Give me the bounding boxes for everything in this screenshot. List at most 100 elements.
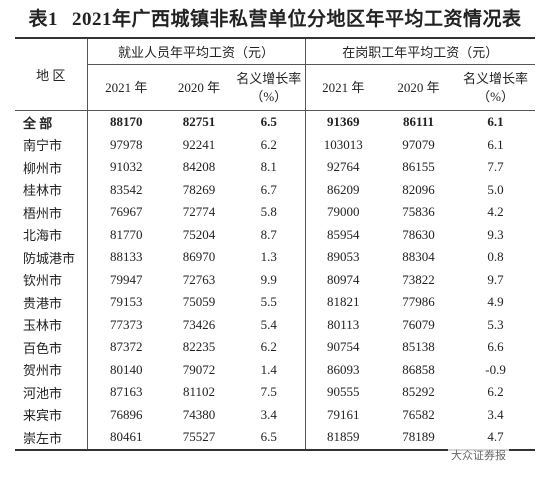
value-cell: 84208 [182,159,216,175]
header-line: （%） [477,88,514,104]
value-cell: 81821 [304,291,382,314]
value-cell: 78189 [402,429,435,445]
value-cell: 91032 [86,156,165,179]
table-row: 来宾市 76896 74380 3.4 79161 76582 3.4 [15,403,535,426]
value-cell: 3.4 [260,406,277,422]
value-cell: 86858 [402,361,435,377]
value-cell: 97079 [402,136,435,152]
table-row: 南宁市 97978 92241 6.2 103013 97079 6.1 [15,133,535,156]
region-cell: 防城港市 [23,250,76,266]
region-cell: 来宾市 [23,408,63,424]
value-cell: 87163 [86,381,165,404]
table-row: 河池市 87163 81102 7.5 90555 85292 6.2 [15,381,535,404]
value-cell: 86111 [402,114,435,130]
value-cell: 78630 [402,226,435,242]
value-cell: 76582 [402,406,435,422]
value-cell: -0.9 [485,361,506,377]
value-cell: 88170 [86,110,165,134]
table-row: 柳州市 91032 84208 8.1 92764 86155 7.7 [15,156,535,179]
value-cell: 76896 [86,403,165,426]
value-cell: 80113 [304,313,382,336]
value-cell: 92241 [182,136,216,152]
table-row: 钦州市 79947 72763 9.9 80974 73822 9.7 [15,268,535,291]
table-title: 2021年广西城镇非私营单位分地区年平均工资情况表 [72,9,522,30]
value-cell: 1.3 [260,249,277,265]
header-line: （%） [250,88,288,104]
value-cell: 5.3 [487,316,504,332]
table-row: 贵港市 79153 75059 5.5 81821 77986 4.9 [15,291,535,314]
value-cell: 4.9 [487,294,504,310]
region-cell: 河池市 [23,385,63,401]
value-cell: 81859 [304,426,382,450]
table-row: 玉林市 77373 73426 5.4 80113 76079 5.3 [15,313,535,336]
value-cell: 76079 [402,316,435,332]
region-cell: 玉林市 [23,318,63,334]
value-cell: 80461 [86,426,165,450]
table-row: 桂林市 83542 78269 6.7 86209 82096 5.0 [15,178,535,201]
value-cell: 83542 [86,178,165,201]
value-cell: 85292 [402,384,435,400]
header-row: 2021 年 2020 年 名义增长率 （%） 2021 年 2020 年 名义增… [15,64,536,111]
region-cell: 贺州市 [23,363,63,379]
value-cell: 0.8 [487,249,504,265]
value-cell: 75836 [402,204,435,220]
value-cell: 6.6 [487,339,504,355]
value-cell: 88133 [86,246,165,269]
header-line: 名义增长率 [463,70,529,86]
value-cell: 79072 [182,361,216,377]
value-cell: 72763 [182,271,216,287]
value-cell: 91369 [304,110,382,134]
region-cell: 梧州市 [23,205,63,221]
value-cell: 74380 [182,406,216,422]
value-cell: 72774 [182,204,216,220]
watermark: 大众证券报 [448,446,509,464]
value-cell: 9.7 [487,271,504,287]
table-row: 百色市 87372 82235 6.2 90754 85138 6.6 [15,336,535,359]
value-cell: 5.8 [260,204,277,220]
value-cell: 75059 [182,294,216,310]
value-cell: 6.7 [260,181,277,197]
value-cell: 5.0 [487,181,504,197]
table-label: 表1 [28,9,58,30]
table-row: 崇左市 80461 75527 6.5 81859 78189 4.7 [15,426,535,450]
value-cell: 5.4 [260,316,277,332]
value-cell: 8.7 [260,226,277,242]
value-cell: 6.1 [487,114,504,130]
value-cell: 5.5 [260,294,277,310]
value-cell: 78269 [182,181,216,197]
value-cell: 6.2 [487,384,504,400]
value-cell: 77373 [86,313,165,336]
value-cell: 90754 [304,336,382,359]
value-cell: 79153 [86,291,165,314]
region-cell: 贵港市 [23,295,63,311]
value-cell: 79947 [86,268,165,291]
value-cell: 4.7 [487,429,504,445]
value-cell: 86093 [304,358,382,381]
column-header: 2020 年 [165,64,233,111]
region-cell: 柳州市 [23,160,63,176]
title: 表1 2021年广西城镇非私营单位分地区年平均工资情况表 [0,4,550,31]
table-row: 防城港市 88133 86970 1.3 89053 88304 0.8 [15,246,535,269]
value-cell: 85954 [304,223,382,246]
value-cell: 79161 [304,403,382,426]
region-cell: 南宁市 [23,138,63,154]
value-cell: 6.1 [487,136,504,152]
column-header: 名义增长率 （%） [456,64,536,111]
table-row: 全 部 88170 82751 6.5 91369 86111 6.1 [15,110,535,134]
value-cell: 89053 [304,246,382,269]
value-cell: 73426 [182,316,216,332]
value-cell: 79000 [304,201,382,224]
table-row: 贺州市 80140 79072 1.4 86093 86858 -0.9 [15,358,535,381]
value-cell: 81102 [182,384,216,400]
header-row: 地 区 就业人员年平均工资（元） 在岗职工年平均工资（元） [15,38,536,111]
region-cell: 百色市 [23,340,63,356]
wage-table: 地 区 就业人员年平均工资（元） 在岗职工年平均工资（元） 2021 年 202… [15,37,536,451]
value-cell: 82096 [402,181,435,197]
value-cell: 92764 [304,156,382,179]
value-cell: 75527 [182,429,216,445]
value-cell: 86209 [304,178,382,201]
region-cell: 全 部 [23,115,53,131]
region-cell: 桂林市 [23,183,63,199]
column-header: 2021 年 [304,64,382,111]
